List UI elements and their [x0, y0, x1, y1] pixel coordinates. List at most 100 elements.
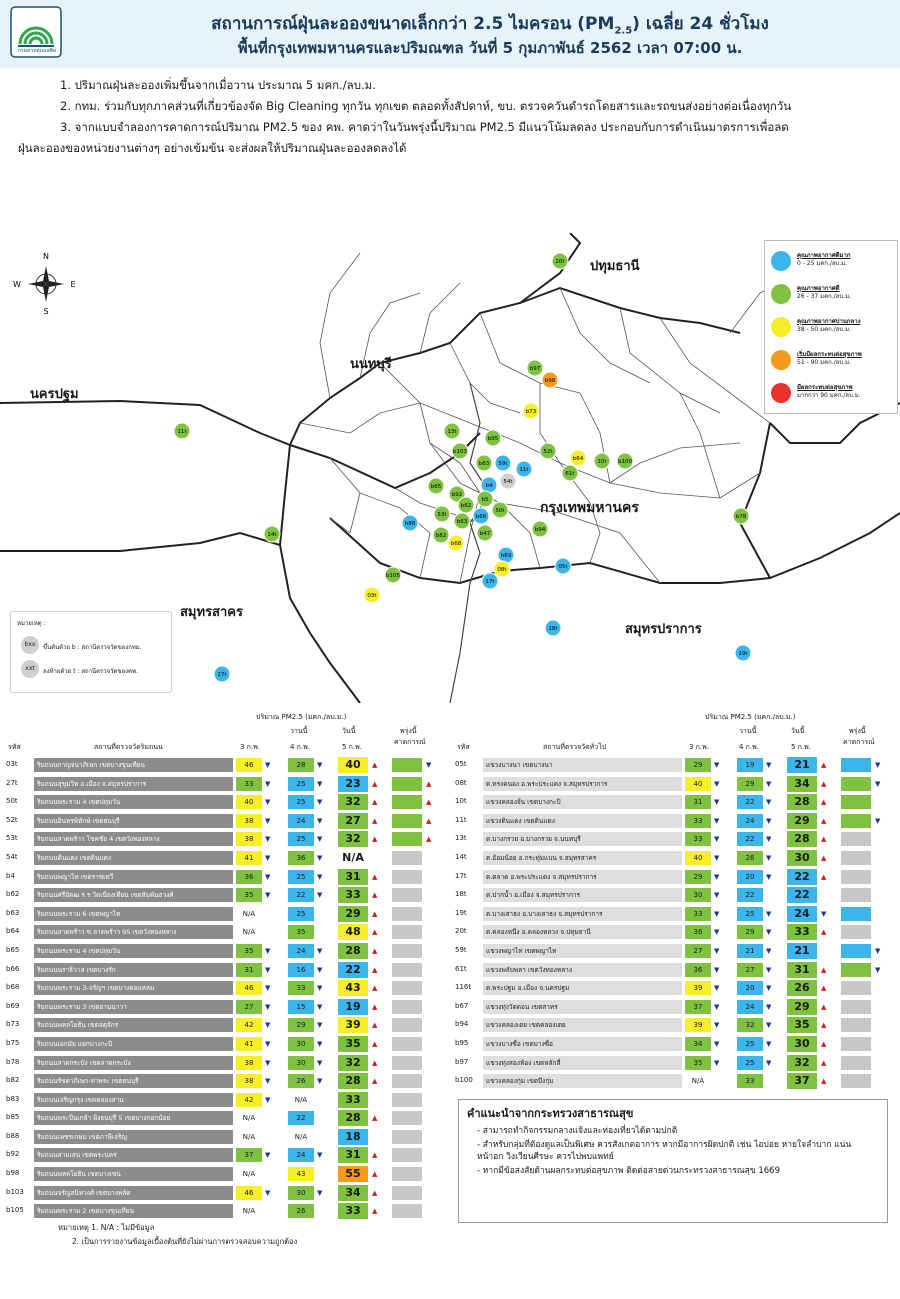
station-marker[interactable]: b63: [475, 454, 493, 472]
value-day3: 29: [685, 758, 711, 772]
station-marker[interactable]: b100: [616, 452, 634, 470]
station-name: ริมถนนสุขุมวิท อ.เมือง จ.สมุทรปราการ: [34, 776, 233, 791]
unit-header: ปริมาณ PM2.5 (มคก./ลบ.ม.): [705, 713, 796, 721]
station-marker[interactable]: b95: [484, 429, 502, 447]
station-marker[interactable]: 59t: [494, 454, 512, 472]
station-code: b95: [455, 1038, 469, 1047]
station-marker[interactable]: b4: [480, 476, 498, 494]
value-day3: 38: [236, 832, 262, 847]
trend-day3: ▼: [265, 1095, 271, 1104]
station-marker[interactable]: 53t: [433, 505, 451, 523]
value-day5: 33: [787, 924, 817, 941]
trend-day4: ▼: [317, 1188, 323, 1197]
value-day4: 26: [288, 1204, 314, 1219]
trend-day4: ▼: [317, 835, 323, 844]
station-marker[interactable]: b5: [476, 490, 494, 508]
station-marker[interactable]: 08t: [493, 560, 511, 578]
station-marker[interactable]: b92: [448, 485, 466, 503]
station-marker[interactable]: 61t: [561, 464, 579, 482]
svg-text:b69: b69: [501, 553, 512, 559]
trend-day4: ▼: [766, 1021, 772, 1030]
station-marker[interactable]: b97: [526, 359, 544, 377]
svg-text:b97: b97: [530, 366, 541, 372]
station-marker[interactable]: 17t: [481, 572, 499, 590]
station-marker[interactable]: b78: [732, 507, 750, 525]
table-row: 116t ต.พระปฐม อ.เมือง จ.นครปฐม 39 ▼ 20 ▼ 26 ▲: [453, 979, 897, 998]
legend-item-moderate: คุณภาพอากาศปานกลาง 38 - 50 มคก./ลบ.ม.: [769, 313, 893, 343]
value-day3: 36: [685, 962, 711, 977]
legend-swatch: [771, 284, 791, 304]
forecast-cell: [392, 943, 422, 958]
station-marker[interactable]: b105: [384, 566, 402, 584]
value-day4: 21: [737, 943, 763, 958]
note-2: 2. กทม. ร่วมกับทุกภาคส่วนที่เกี่ยวข้องจั…: [60, 99, 792, 113]
station-marker[interactable]: b62: [457, 496, 475, 514]
legend-swatch: [771, 350, 791, 370]
trend-day4: ▼: [317, 853, 323, 862]
value-day5: 19: [338, 998, 368, 1015]
note-3-cont: ฝุ่นละอองของหน่วยงานต่างๆ อย่างเข้มข้น จ…: [18, 141, 407, 155]
station-marker[interactable]: 11t: [173, 422, 191, 440]
station-code: b69: [6, 1001, 20, 1010]
station-marker[interactable]: b98: [541, 371, 559, 389]
forecast-cell: [392, 869, 422, 884]
station-marker[interactable]: 50t: [491, 501, 509, 519]
advice-item: - หากมีข้อสงสัยด้านผลกระทบต่อสุขภาพ ติดต…: [477, 1166, 780, 1176]
station-marker[interactable]: b65: [427, 477, 445, 495]
table-row: 53t ริมถนนลาดพร้าว โชคชัย 4 เขตวังทองหลาง…: [4, 830, 449, 849]
table-row: b100 แขวงคลองกุ่ม เขตบึงกุ่ม N/A 33 37 ▲: [453, 1072, 897, 1091]
trend-day3: ▼: [265, 1077, 271, 1086]
station-marker[interactable]: 19t: [734, 644, 752, 662]
day4-header: 4 ก.พ.: [290, 743, 310, 751]
trend-day3: ▼: [265, 816, 271, 825]
station-marker[interactable]: b64: [569, 449, 587, 467]
station-marker[interactable]: 52t: [539, 442, 557, 460]
value-day4: 25: [288, 832, 314, 847]
station-marker[interactable]: 11t: [515, 460, 533, 478]
value-day5: 32: [787, 1054, 817, 1071]
station-marker[interactable]: 05t: [554, 557, 572, 575]
legend-item-very-good: คุณภาพอากาศดีมาก 0 - 25 มคก./ลบ.ม.: [769, 247, 893, 277]
table-row: b83 ริมถนนเจริญกรุง เขตคลองสาน 42 ▼ N/A 33: [4, 1091, 449, 1110]
forecast-cell: [841, 962, 871, 977]
station-marker[interactable]: b66: [472, 507, 490, 525]
station-marker[interactable]: 03t: [363, 586, 381, 604]
table-row: 13t ต.บางกรวย อ.บางกรวย จ.นนทบุรี 33 ▼ 22 ▼ 28…: [453, 830, 897, 849]
station-code: 59t: [455, 945, 467, 954]
station-marker[interactable]: 18t: [544, 619, 562, 637]
station-marker[interactable]: 14t: [263, 525, 281, 543]
table-row: b92 ริมถนนสามเสน เขตพระนคร 37 ▼ 24 ▼ 31 ▲: [4, 1146, 449, 1165]
trend-day3: ▼: [714, 853, 720, 862]
forecast-cell: [392, 1111, 422, 1126]
station-marker[interactable]: b103: [451, 442, 469, 460]
trend-day5: ▲: [372, 909, 378, 918]
station-marker[interactable]: b69: [497, 546, 515, 564]
value-day3: 41: [236, 850, 262, 865]
station-name: ต.บางเสาธง อ.บางเสาธง จ.สมุทรปราการ: [483, 906, 682, 921]
station-marker[interactable]: b47: [476, 524, 494, 542]
code-header: รหัส: [8, 743, 21, 751]
trend-day5: ▲: [372, 984, 378, 993]
station-marker[interactable]: b94: [531, 520, 549, 538]
station-marker[interactable]: 13t: [443, 422, 461, 440]
table-row: b97 แขวงทุ่งสองห้อง เขตหลักสี่ 35 ▼ 25 ▼ 32 ▲: [453, 1054, 897, 1073]
value-day4: 22: [288, 1111, 314, 1126]
forecast-header: คาดการณ์: [394, 738, 426, 746]
station-marker[interactable]: 10t: [593, 452, 611, 470]
station-marker[interactable]: 20t: [551, 252, 569, 270]
trend-day3: ▼: [714, 1058, 720, 1067]
value-day5: 33: [338, 1203, 368, 1220]
station-marker[interactable]: b82: [432, 526, 450, 544]
value-day4: 30: [288, 1055, 314, 1070]
station-marker[interactable]: 27t: [213, 665, 231, 683]
station-marker[interactable]: 54t: [499, 472, 517, 490]
station-marker[interactable]: b88: [401, 514, 419, 532]
station-marker[interactable]: b68: [447, 534, 465, 552]
forecast-cell: [392, 1092, 422, 1107]
table-row: b68 ริมถนนพระราม 3-จรัญฯ เขตบางคอแหลม 46 ▼ 3…: [4, 979, 449, 998]
table-row: b103 ริมถนนจรัญสนิทวงศ์ เขตบางพลัด 46 ▼ 30 ▼ 3…: [4, 1184, 449, 1203]
trend-day5: ▲: [821, 779, 827, 788]
station-name: ริมถนนดินแดง เขตดินแดง: [34, 850, 233, 865]
station-marker[interactable]: b73: [522, 402, 540, 420]
station-marker[interactable]: b63: [453, 512, 471, 530]
